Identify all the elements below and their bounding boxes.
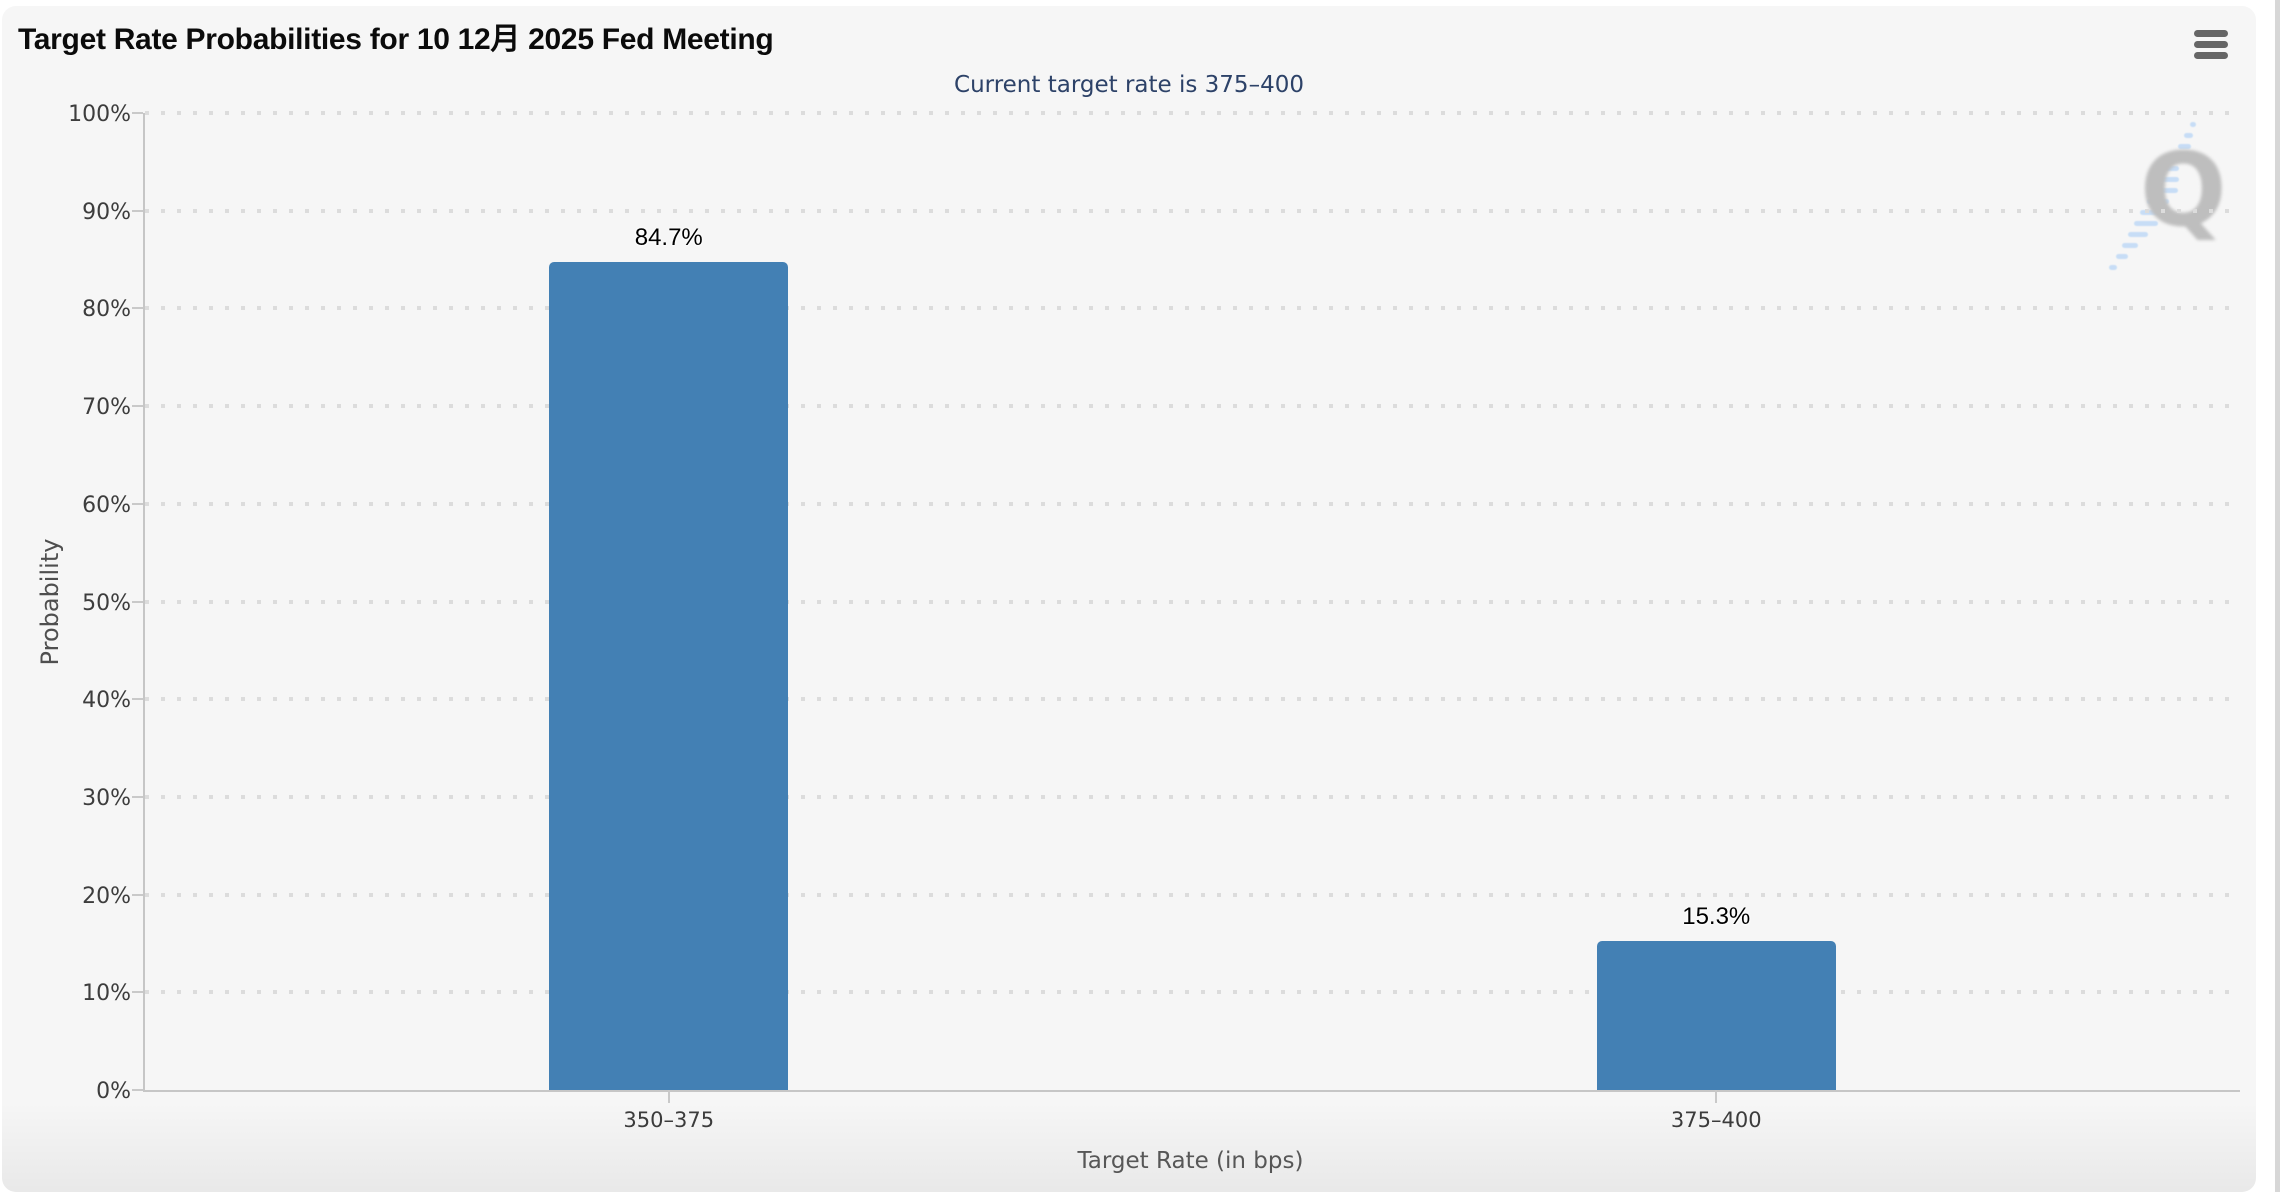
y-axis-tick-label: 50% bbox=[82, 590, 131, 616]
y-gridline bbox=[145, 306, 2240, 311]
x-axis-title: Target Rate (in bps) bbox=[1077, 1148, 1304, 1174]
y-axis-tick-label: 90% bbox=[82, 199, 131, 225]
y-axis-tick bbox=[132, 893, 143, 896]
menu-bar bbox=[2194, 29, 2228, 37]
bar-value-label: 15.3% bbox=[1682, 902, 1751, 930]
y-axis-tick-label: 80% bbox=[82, 297, 131, 323]
chart-title: Target Rate Probabilities for 10 12月 202… bbox=[18, 23, 774, 56]
x-axis-category-label: 350–375 bbox=[623, 1108, 715, 1132]
y-axis-tick-label: 30% bbox=[82, 785, 131, 811]
y-axis-tick-label: 100% bbox=[68, 102, 131, 127]
chart-subtitle: Current target rate is 375–400 bbox=[954, 72, 1304, 98]
y-axis-tick-label: 40% bbox=[82, 688, 131, 714]
x-axis-category-label: 375–400 bbox=[1670, 1108, 1762, 1132]
y-axis-tick bbox=[132, 600, 143, 603]
y-gridline bbox=[145, 404, 2240, 409]
y-axis-tick-label: 10% bbox=[82, 981, 131, 1007]
probability-bar[interactable] bbox=[549, 262, 789, 1090]
y-axis-tick bbox=[132, 698, 143, 701]
chart-card: Target Rate Probabilities for 10 12月 202… bbox=[2, 6, 2256, 1192]
y-gridline bbox=[145, 501, 2240, 506]
y-axis-tick-label: 0% bbox=[96, 1079, 131, 1104]
y-axis-tick bbox=[132, 991, 143, 994]
menu-bar bbox=[2194, 40, 2228, 48]
bar-value-label: 84.7% bbox=[634, 224, 703, 252]
y-axis-tick-label: 60% bbox=[82, 492, 131, 518]
y-gridline bbox=[145, 892, 2240, 897]
y-gridline bbox=[145, 990, 2240, 995]
page-right-scroll-edge[interactable] bbox=[2275, 0, 2280, 1192]
y-axis-tick bbox=[132, 209, 143, 212]
plot-area: 0% 10% 20% 30% 40% 50% 60% 70% 80% 90% 100% 84.7% 35… bbox=[68, 102, 2240, 1132]
y-axis-tick bbox=[132, 1089, 143, 1091]
hamburger-menu-icon[interactable] bbox=[2188, 24, 2234, 64]
probability-bar[interactable] bbox=[1596, 940, 1836, 1090]
x-axis-tick bbox=[1715, 1090, 1718, 1103]
y-axis-tick-label: 70% bbox=[82, 395, 131, 421]
y-gridline bbox=[145, 599, 2240, 604]
y-axis-title: Probability bbox=[36, 538, 64, 666]
x-axis-tick bbox=[667, 1090, 670, 1103]
y-axis-tick bbox=[132, 307, 143, 310]
y-axis-tick bbox=[132, 795, 143, 798]
y-axis-tick bbox=[132, 502, 143, 505]
y-gridline bbox=[145, 697, 2240, 702]
y-gridline bbox=[145, 794, 2240, 799]
y-axis-tick-label: 20% bbox=[82, 883, 131, 909]
y-axis-tick bbox=[132, 112, 143, 114]
y-axis-tick bbox=[132, 405, 143, 408]
y-gridline bbox=[145, 111, 2240, 115]
menu-bar bbox=[2194, 51, 2228, 59]
y-gridline bbox=[145, 208, 2240, 213]
